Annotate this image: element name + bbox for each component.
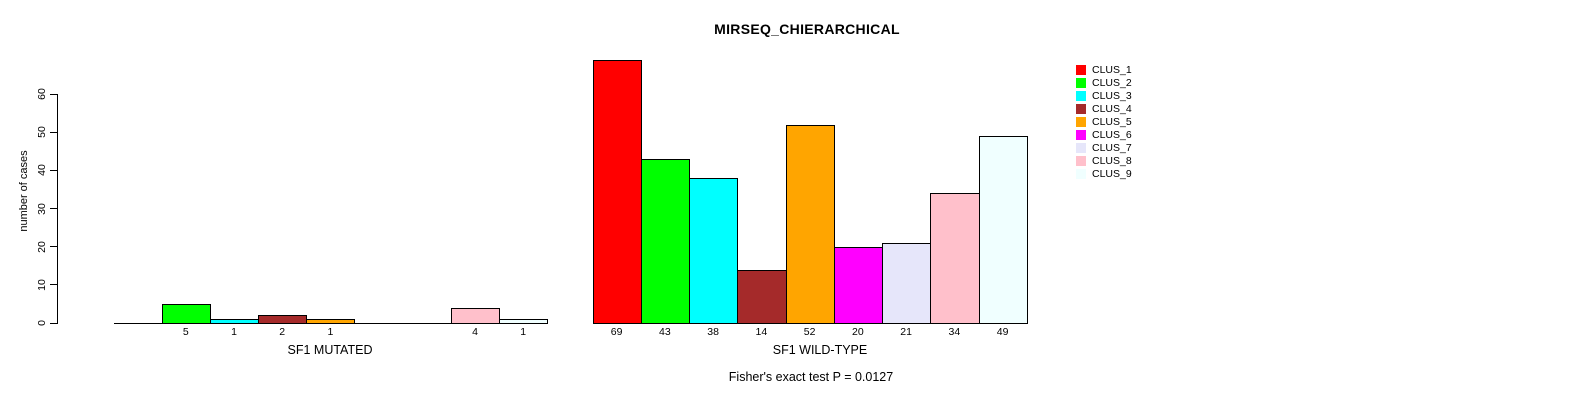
- bar-value-label: 4: [472, 326, 478, 338]
- bar-value-label: 69: [610, 326, 623, 338]
- y-tick-label: 0: [36, 320, 48, 326]
- bar-clus_4: [737, 269, 787, 324]
- chart-title: MIRSEQ_CHIERARCHICAL: [714, 21, 900, 37]
- legend-label: CLUS_2: [1092, 77, 1132, 89]
- y-tick: [50, 208, 57, 209]
- legend-item: CLUS_7: [1076, 142, 1132, 155]
- y-axis-title: number of cases: [18, 150, 30, 232]
- bar-clus_8: [450, 307, 501, 324]
- legend-item: CLUS_1: [1076, 64, 1132, 77]
- y-tick: [50, 246, 57, 248]
- legend-item: CLUS_3: [1076, 90, 1132, 103]
- legend-swatch: [1076, 130, 1086, 140]
- bar-clus_1: [592, 59, 642, 324]
- y-axis-line: [57, 94, 58, 324]
- legend-swatch: [1076, 104, 1086, 114]
- legend-swatch: [1076, 91, 1086, 101]
- bar-clus_7: [882, 242, 932, 324]
- bar-clus_6: [833, 246, 883, 324]
- y-tick-label: 10: [36, 278, 48, 291]
- legend-item: CLUS_4: [1076, 103, 1132, 116]
- legend-item: CLUS_9: [1076, 168, 1132, 181]
- fisher-test-note: Fisher's exact test P = 0.0127: [728, 370, 894, 384]
- legend-item: CLUS_8: [1076, 155, 1132, 168]
- bar-clus_5: [785, 124, 835, 324]
- bar-clus_3: [689, 177, 739, 324]
- legend-label: CLUS_5: [1092, 116, 1132, 128]
- bar-clus_9: [499, 319, 549, 324]
- legend-item: CLUS_6: [1076, 129, 1132, 142]
- legend-label: CLUS_1: [1092, 64, 1132, 76]
- x-group-label: SF1 WILD-TYPE: [772, 343, 868, 357]
- bar-value-label: 2: [279, 326, 286, 338]
- bar-clus_8: [930, 193, 980, 324]
- y-tick-label: 40: [36, 164, 48, 177]
- y-tick-label: 30: [36, 202, 48, 215]
- bar-value-label: 49: [996, 326, 1009, 338]
- bar-value-label: 52: [803, 326, 816, 338]
- legend-swatch: [1076, 117, 1086, 127]
- legend-item: CLUS_2: [1076, 77, 1132, 90]
- bar-clus_4: [258, 315, 308, 324]
- bar-clus_3: [209, 319, 260, 324]
- bar-value-label: 1: [231, 326, 237, 338]
- y-tick-label: 60: [36, 88, 48, 100]
- bar-value-label: 38: [707, 326, 719, 338]
- legend-label: CLUS_9: [1092, 168, 1132, 180]
- y-tick-label: 50: [36, 126, 48, 138]
- bar-value-label: 34: [948, 326, 961, 338]
- bar-clus_5: [306, 319, 356, 324]
- y-tick: [50, 322, 57, 324]
- bar-value-label: 21: [900, 326, 912, 338]
- bar-value-label: 14: [755, 326, 768, 338]
- bar-value-label: 1: [327, 326, 334, 338]
- legend-swatch: [1076, 156, 1086, 166]
- y-tick: [50, 131, 57, 133]
- legend-label: CLUS_6: [1092, 129, 1132, 141]
- legend-swatch: [1076, 78, 1086, 88]
- y-tick: [50, 284, 57, 286]
- bar-value-label: 1: [520, 326, 527, 338]
- legend-swatch: [1076, 65, 1086, 75]
- legend-label: CLUS_8: [1092, 155, 1132, 167]
- legend-label: CLUS_7: [1092, 142, 1132, 154]
- legend-swatch: [1076, 169, 1086, 179]
- legend-swatch: [1076, 143, 1086, 153]
- legend-label: CLUS_4: [1092, 103, 1132, 115]
- bar-value-label: 20: [852, 326, 864, 338]
- bar-value-label: 43: [659, 326, 671, 338]
- bar-clus_2: [161, 303, 211, 324]
- legend-label: CLUS_3: [1092, 90, 1132, 102]
- bar-clus_2: [640, 158, 690, 324]
- x-group-label: SF1 MUTATED: [287, 343, 373, 357]
- bar-clus_9: [978, 135, 1028, 324]
- y-tick-label: 20: [36, 240, 48, 253]
- y-tick: [50, 93, 57, 95]
- y-tick: [50, 169, 57, 171]
- legend-item: CLUS_5: [1076, 116, 1132, 129]
- bar-value-label: 5: [182, 326, 189, 338]
